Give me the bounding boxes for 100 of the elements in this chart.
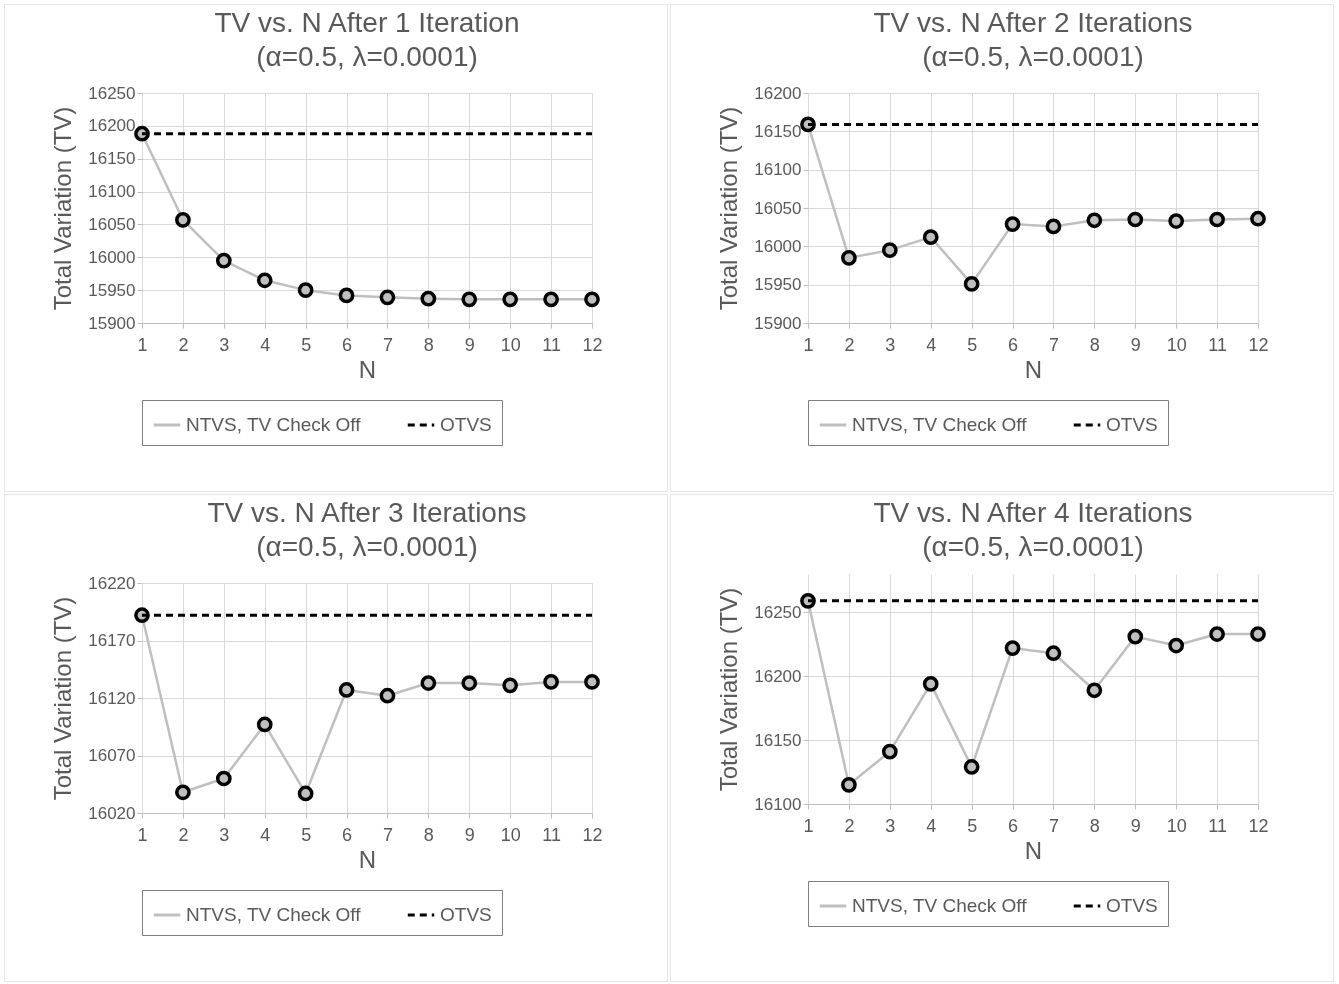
y-tick-label: 16250 xyxy=(88,83,136,103)
chart-title: TV vs. N After 3 Iterations xyxy=(207,497,527,528)
x-tick-label: 10 xyxy=(1166,815,1187,836)
x-tick-label: 12 xyxy=(582,334,603,355)
x-tick-label: 10 xyxy=(1166,334,1187,355)
point xyxy=(881,242,898,259)
x-tick-label: 1 xyxy=(137,334,148,355)
point xyxy=(1168,637,1185,654)
legend-label: NTVS, TV Check Off xyxy=(186,904,362,925)
x-tick-label: 2 xyxy=(844,815,855,836)
x-tick-label: 8 xyxy=(423,824,434,845)
x-tick-label: 6 xyxy=(342,334,353,355)
chart-subtitle: (α=0.5, λ=0.0001) xyxy=(922,531,1144,562)
legend-label: OTVS xyxy=(440,414,492,435)
point xyxy=(841,249,857,266)
point xyxy=(215,770,232,787)
x-tick-label: 5 xyxy=(967,815,978,836)
point xyxy=(215,252,232,269)
x-tick-label: 11 xyxy=(542,334,561,355)
x-tick-label: 7 xyxy=(1048,815,1059,836)
x-axis-title: N xyxy=(1024,836,1043,864)
x-axis-title: N xyxy=(358,355,377,383)
chart-subtitle: (α=0.5, λ=0.0001) xyxy=(256,531,478,562)
point xyxy=(1045,218,1062,235)
point xyxy=(256,272,273,289)
x-tick-label: 7 xyxy=(382,334,393,355)
y-tick-label: 15900 xyxy=(754,313,802,333)
y-tick-label: 16220 xyxy=(88,573,136,593)
x-tick-label: 5 xyxy=(301,334,312,355)
y-tick-label: 16150 xyxy=(88,149,136,169)
x-tick-label: 12 xyxy=(1248,334,1269,355)
chart-title: TV vs. N After 1 Iteration xyxy=(214,7,520,38)
x-tick-label: 3 xyxy=(219,824,230,845)
x-tick-label: 4 xyxy=(926,334,937,355)
x-tick-label: 7 xyxy=(1048,334,1059,355)
point xyxy=(1209,211,1225,228)
point xyxy=(256,716,273,733)
x-tick-label: 1 xyxy=(137,824,148,845)
x-tick-label: 9 xyxy=(464,334,475,355)
x-tick-label: 11 xyxy=(542,824,561,845)
point xyxy=(1127,211,1144,228)
y-tick-label: 16050 xyxy=(88,214,136,234)
x-tick-label: 8 xyxy=(423,334,434,355)
point xyxy=(1086,212,1103,229)
point xyxy=(420,675,437,691)
point xyxy=(379,687,396,704)
x-tick-label: 1 xyxy=(803,334,814,355)
x-tick-label: 9 xyxy=(1130,334,1141,355)
point xyxy=(543,291,559,308)
point xyxy=(1004,216,1021,232)
x-tick-label: 3 xyxy=(219,334,230,355)
point xyxy=(1045,645,1062,662)
y-tick-label: 16100 xyxy=(754,160,802,180)
legend-label: OTVS xyxy=(440,904,492,925)
y-tick-label: 16100 xyxy=(754,794,802,814)
y-tick-label: 16200 xyxy=(88,116,136,136)
y-tick-label: 16150 xyxy=(754,121,802,141)
x-axis-title: N xyxy=(1024,355,1043,383)
point xyxy=(338,682,355,698)
point xyxy=(297,785,314,802)
point xyxy=(881,743,898,760)
x-tick-label: 6 xyxy=(342,824,353,845)
y-tick-label: 16150 xyxy=(754,730,802,750)
point xyxy=(1086,682,1103,699)
x-tick-label: 1 xyxy=(803,815,814,836)
x-tick-label: 11 xyxy=(1208,815,1227,836)
point xyxy=(175,211,191,228)
x-tick-label: 4 xyxy=(926,815,937,836)
point xyxy=(543,674,559,690)
y-tick-label: 16250 xyxy=(754,602,802,622)
chart-subtitle: (α=0.5, λ=0.0001) xyxy=(922,41,1144,72)
point xyxy=(175,784,191,801)
y-tick-label: 16070 xyxy=(88,746,136,765)
y-tick-label: 15900 xyxy=(88,313,136,333)
x-tick-label: 6 xyxy=(1008,815,1019,836)
x-tick-label: 9 xyxy=(1130,815,1141,836)
point xyxy=(420,290,437,307)
point xyxy=(461,675,478,691)
point xyxy=(963,759,980,775)
x-tick-label: 10 xyxy=(500,824,521,845)
x-tick-label: 5 xyxy=(967,334,978,355)
legend-label: OTVS xyxy=(1106,414,1158,435)
point xyxy=(338,287,355,304)
x-tick-label: 2 xyxy=(178,824,189,845)
x-tick-label: 3 xyxy=(885,815,896,836)
point xyxy=(379,289,396,306)
x-tick-label: 10 xyxy=(500,334,521,355)
y-tick-label: 16200 xyxy=(754,83,802,103)
chart-title: TV vs. N After 4 Iterations xyxy=(873,497,1193,528)
point xyxy=(502,291,519,308)
x-tick-label: 9 xyxy=(464,824,475,845)
chart-title: TV vs. N After 2 Iterations xyxy=(873,7,1193,38)
y-axis-title: Total Variation (TV) xyxy=(49,106,77,311)
y-axis-title: Total Variation (TV) xyxy=(715,587,743,792)
y-tick-label: 16020 xyxy=(88,803,136,823)
y-tick-label: 16100 xyxy=(88,182,136,202)
x-tick-label: 8 xyxy=(1089,334,1100,355)
point xyxy=(1127,628,1144,645)
point xyxy=(1250,210,1266,227)
legend-label: NTVS, TV Check Off xyxy=(852,895,1028,916)
